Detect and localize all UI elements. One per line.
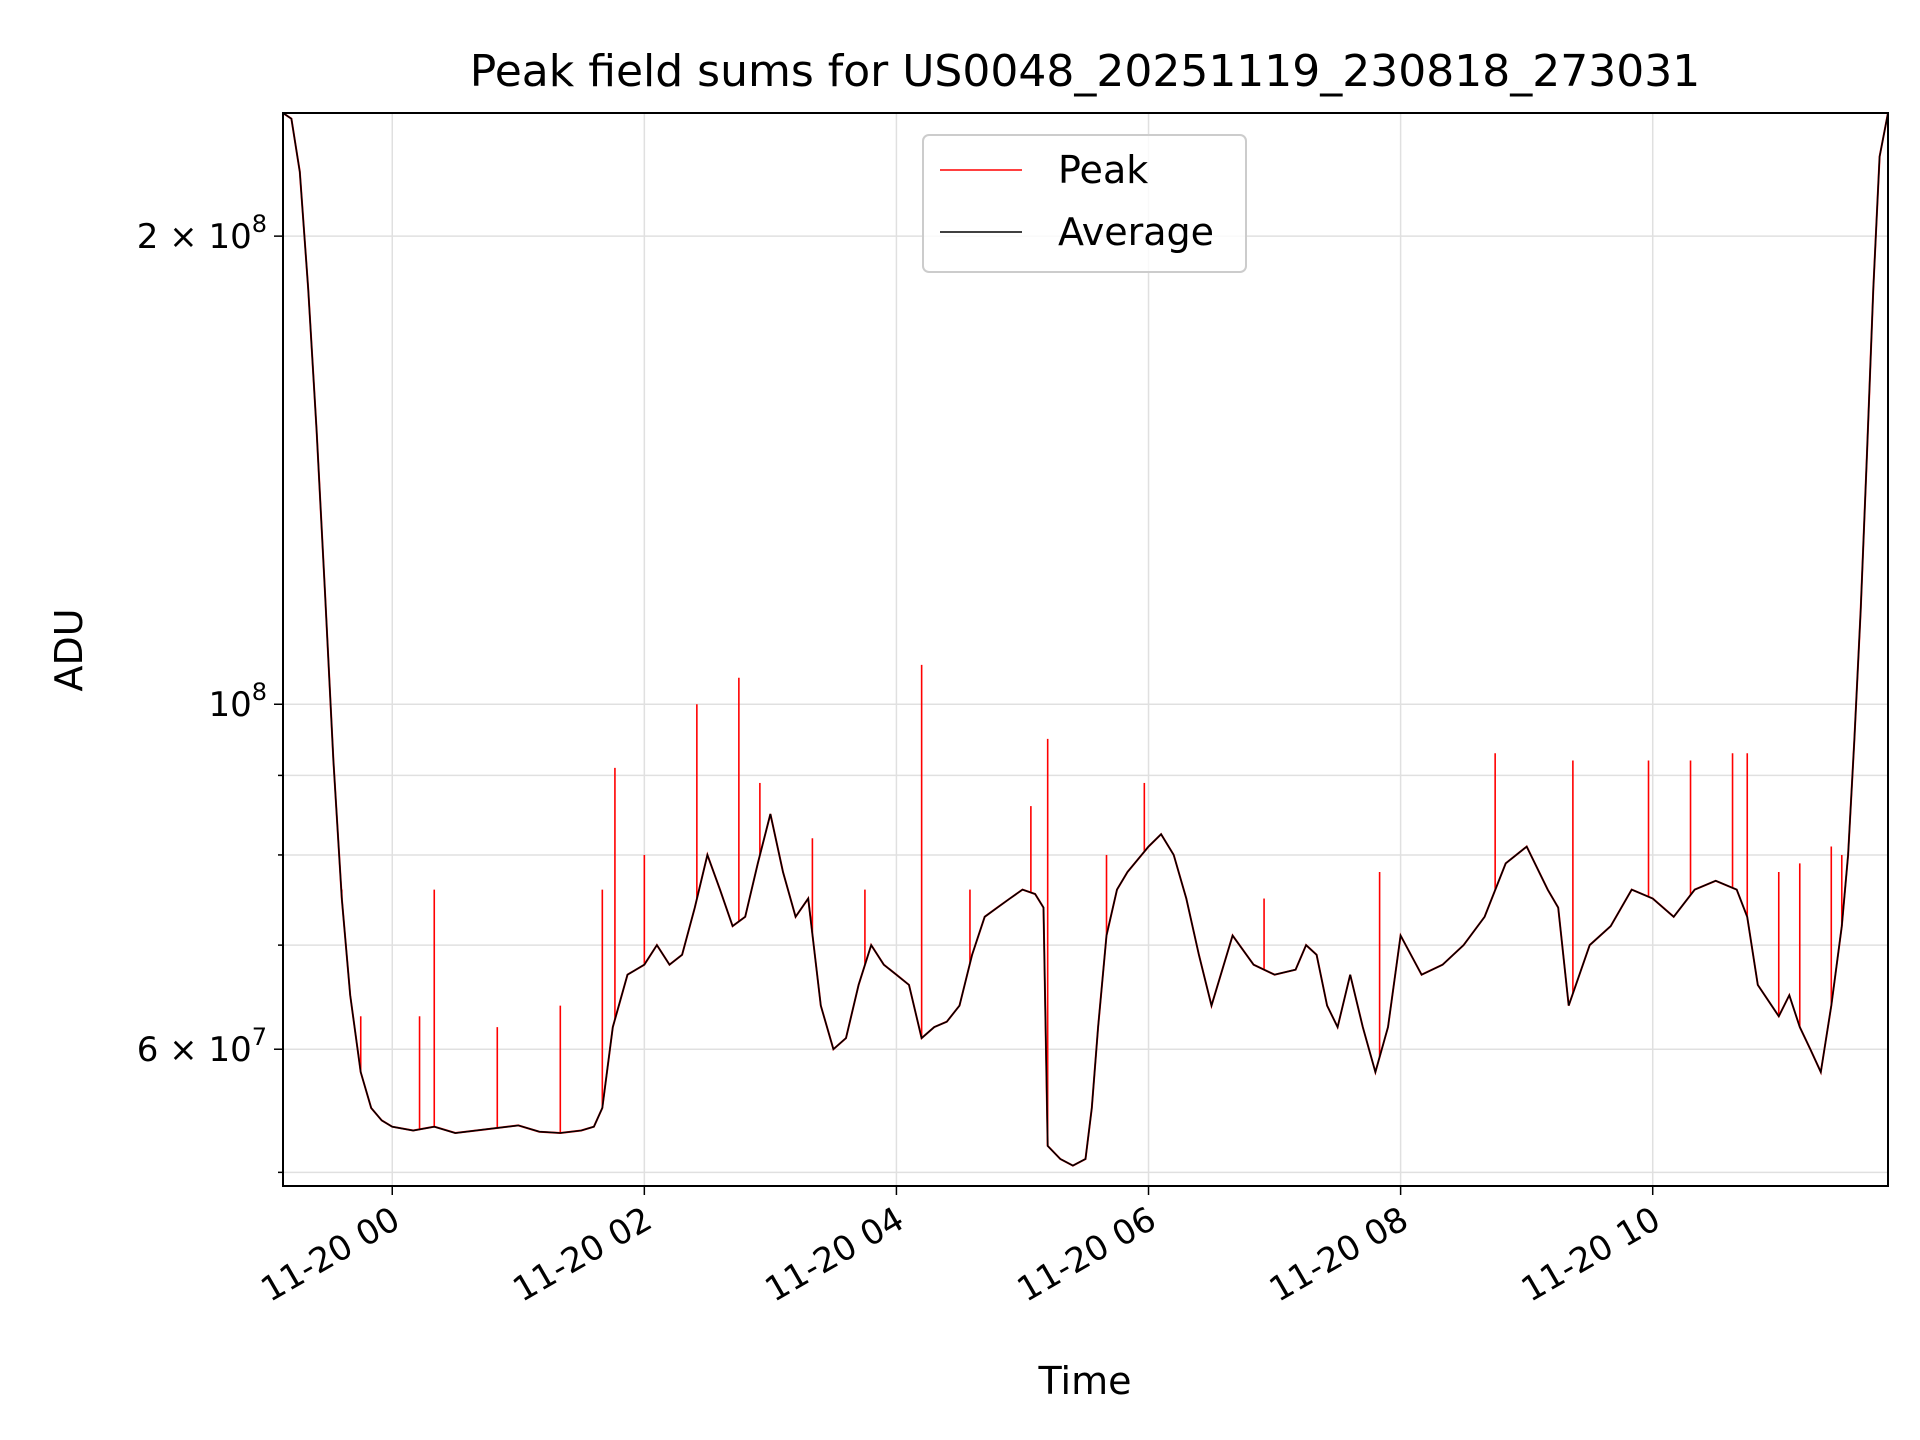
- y-tick-label: 2 × 108: [137, 210, 267, 257]
- y-tick-label: 6 × 107: [137, 1023, 267, 1070]
- legend: Peak Average: [922, 134, 1247, 273]
- grid-lines: [283, 113, 1888, 1186]
- average-series-line: [283, 113, 1888, 1167]
- legend-label-peak: Peak: [1058, 148, 1148, 192]
- y-axis-label: ADU: [47, 608, 91, 691]
- chart-title: Peak field sums for US0048_20251119_2308…: [470, 46, 1700, 97]
- x-axis-label: Time: [1038, 1359, 1132, 1403]
- plot-frame: [282, 112, 1889, 1187]
- series-area: [283, 113, 1888, 1167]
- y-tick-label: 108: [208, 678, 267, 725]
- legend-label-average: Average: [1058, 210, 1214, 254]
